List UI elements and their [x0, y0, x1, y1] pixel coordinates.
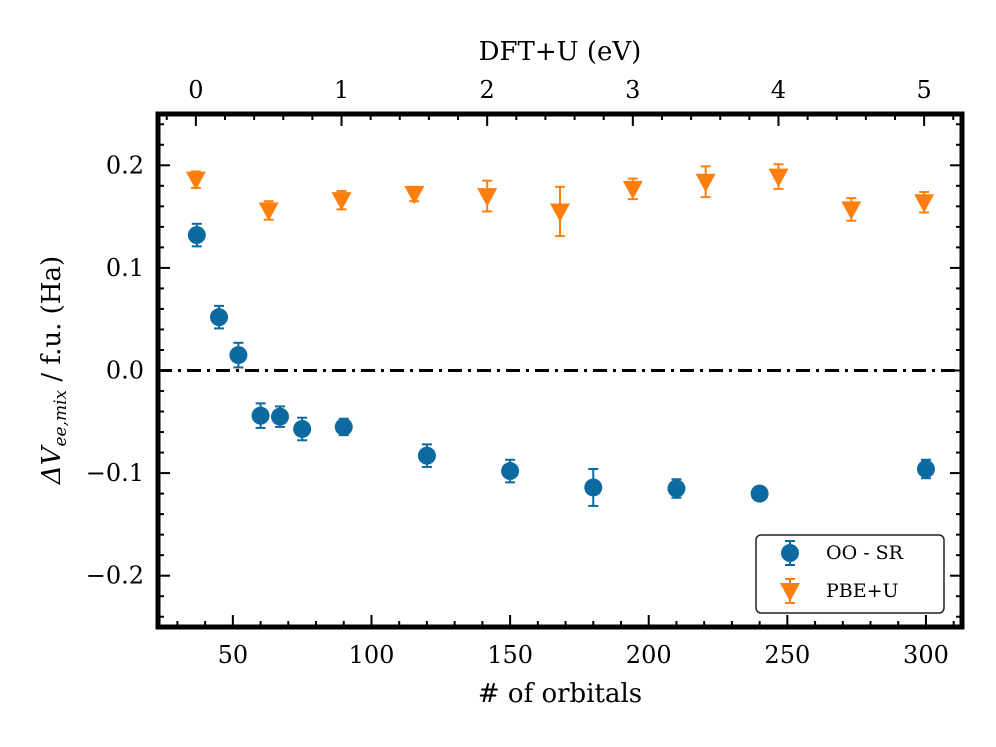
y-tick-label: −0.2: [86, 562, 144, 590]
data-point: [229, 346, 248, 365]
x-top-tick-label: 3: [625, 76, 640, 104]
x-tick-label: 200: [626, 641, 672, 669]
y-tick-label: −0.1: [86, 459, 144, 487]
data-point: [667, 479, 686, 498]
data-point: [334, 417, 353, 436]
legend: OO - SR PBE+U: [755, 534, 945, 614]
legend-markers: [780, 540, 800, 604]
data-point: [916, 459, 935, 478]
data-point: [293, 419, 312, 438]
y-axis-label: ΔVee,mix / f.u. (Ha): [37, 256, 71, 485]
data-point: [841, 201, 862, 220]
series-pbe-u: [185, 163, 935, 238]
x-tick-label: 50: [218, 641, 249, 669]
data-point: [695, 173, 716, 193]
x-tick-label: 100: [349, 641, 395, 669]
legend-box: [755, 534, 945, 614]
x-axis-label: # of orbitals: [478, 679, 642, 709]
data-point: [258, 202, 279, 221]
x-top-tick-label: 2: [480, 76, 495, 104]
data-point: [622, 180, 643, 200]
tick-labels: 50 100 150 200 250 300 0 1 2 3 4 5 −0.2 −0.1 0.0 0.1 0.2: [86, 76, 949, 669]
data-point: [331, 192, 352, 211]
data-point: [270, 407, 289, 426]
legend-marker-pbe-u: [780, 583, 800, 602]
y-tick-label: 0.0: [106, 357, 144, 385]
data-point: [477, 188, 498, 207]
x-top-tick-label: 5: [916, 76, 931, 104]
series-oo-sr: [187, 222, 935, 507]
series-layer: [185, 163, 935, 507]
legend-label-pbe-u: PBE+U: [826, 580, 899, 602]
data-point: [209, 308, 228, 327]
y-axis-label-sub: ee,mix: [51, 389, 71, 446]
x-tick-label: 300: [903, 641, 949, 669]
data-point: [251, 406, 270, 425]
y-tick-label: 0.2: [106, 151, 144, 179]
x-tick-label: 250: [764, 641, 810, 669]
x-top-tick-label: 4: [771, 76, 786, 104]
x-tick-label: 150: [487, 641, 533, 669]
x-axis-top-label: DFT+U (eV): [479, 37, 642, 67]
legend-marker-oo-sr: [781, 544, 799, 562]
plot-frame: [155, 111, 965, 630]
x-top-tick-label: 1: [334, 76, 349, 104]
data-point: [404, 186, 425, 205]
data-point: [501, 462, 520, 481]
data-point: [187, 226, 206, 245]
x-top-tick-label: 0: [188, 76, 203, 104]
y-axis-label-rest: / f.u. (Ha): [37, 256, 67, 390]
y-axis-label-main: ΔV: [37, 444, 67, 485]
data-point: [914, 194, 935, 213]
y-tick-label: 0.1: [106, 254, 144, 282]
legend-label-oo-sr: OO - SR: [826, 542, 904, 564]
data-point: [750, 484, 769, 503]
data-point: [584, 478, 603, 497]
data-point: [768, 168, 789, 188]
data-point: [417, 446, 436, 465]
data-point: [550, 203, 570, 222]
data-point: [185, 171, 206, 191]
